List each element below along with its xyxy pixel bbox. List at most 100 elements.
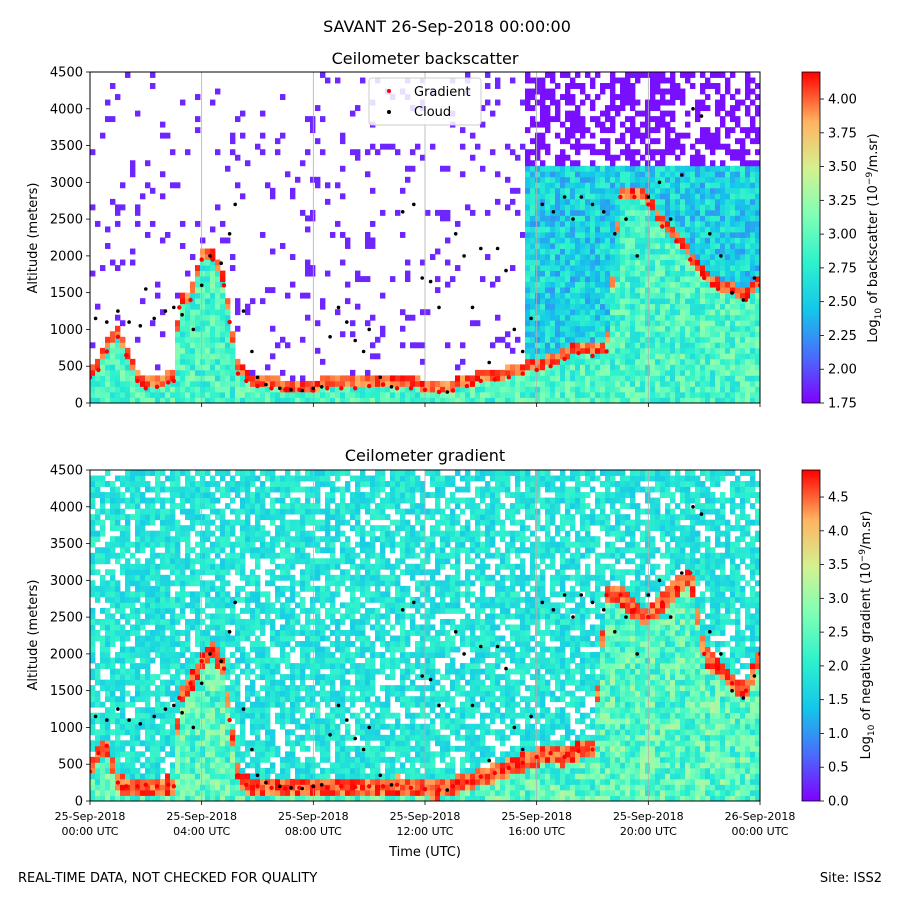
y-tick-label: 500 [58, 758, 83, 773]
cloud-point [437, 704, 441, 708]
cloud-point [462, 254, 466, 258]
cloud-point [337, 704, 341, 708]
cloud-point [691, 107, 695, 111]
cloud-point [552, 210, 556, 214]
colorbar-tick-label: 2.25 [828, 329, 857, 344]
cloud-point [504, 667, 508, 671]
gradient-point [381, 382, 385, 386]
cloud-point [420, 276, 424, 280]
gradient-point [124, 784, 128, 788]
cloud-point [429, 678, 433, 682]
y-tick-label: 0 [75, 397, 83, 412]
cloud-point [390, 385, 394, 389]
gradient-point [702, 652, 706, 656]
gradient-point [283, 388, 287, 392]
colorbar-tick-label: 1.0 [828, 727, 849, 742]
gradient-point [269, 786, 273, 790]
cloud-point [289, 786, 293, 790]
cloud-point [541, 601, 545, 605]
cloud-point [228, 630, 232, 634]
cloud-point [172, 306, 176, 310]
top-colorbar-label: Log10 of backscatter (10−9/m.sr) [865, 133, 884, 342]
cloud-point [233, 203, 237, 207]
cloud-point [320, 385, 324, 389]
gradient-point [105, 744, 109, 748]
gradient-point [395, 783, 399, 787]
cloud-point [144, 287, 148, 291]
cloud-point [116, 707, 120, 711]
cloud-point [742, 696, 746, 700]
colorbar-tick-label: 2.50 [828, 295, 857, 310]
gradient-point [646, 202, 650, 206]
gradient-point [716, 287, 720, 291]
cloud-point [390, 783, 394, 787]
cloud-point [647, 593, 651, 597]
gradient-point [548, 364, 552, 368]
cloud-point [742, 298, 746, 302]
top-x-axis [90, 403, 760, 407]
bottom-colorbar-label: Log10 of negative gradient (10−9/m.sr) [858, 511, 877, 760]
gradient-point [646, 615, 650, 619]
colorbar-tick-label: 3.0 [828, 592, 849, 607]
cloud-point [454, 232, 458, 236]
cloud-point [105, 718, 109, 722]
gradient-point [116, 780, 120, 784]
bottom-colorbar [802, 470, 820, 801]
x-tick-time: 00:00 UTC [61, 825, 118, 838]
cloud-point [242, 309, 246, 313]
y-tick-label: 2000 [50, 249, 83, 264]
cloud-point [571, 615, 575, 619]
gradient-point [660, 224, 664, 228]
cloud-point [602, 210, 606, 214]
cloud-point [219, 261, 223, 265]
cloud-point [571, 217, 575, 221]
cloud-point [264, 383, 268, 387]
gradient-point [674, 586, 678, 590]
cloud-point [337, 306, 341, 310]
cloud-point [563, 593, 567, 597]
y-tick-label: 500 [58, 360, 83, 375]
cloud-point [94, 317, 98, 321]
cloud-point [471, 306, 475, 310]
colorbar-tick-label: 2.75 [828, 261, 857, 276]
cloud-point [353, 737, 357, 741]
gradient-point [116, 335, 120, 339]
cloud-point [152, 715, 156, 719]
colorbar-tick-label: 2.00 [828, 363, 857, 378]
gradient-point [244, 379, 248, 383]
cloud-point [139, 324, 143, 328]
cloud-point [208, 254, 212, 258]
cloud-point [521, 748, 525, 752]
y-tick-label: 4500 [50, 66, 83, 81]
cloud-point [719, 254, 723, 258]
gradient-point [367, 384, 371, 388]
x-tick-time: 12:00 UTC [396, 825, 453, 838]
gradient-point [211, 648, 215, 652]
cloud-point [529, 715, 533, 719]
gradient-point [325, 786, 329, 790]
x-tick-time: 00:00 UTC [731, 825, 788, 838]
cloud-point [367, 328, 371, 332]
cloud-point [412, 203, 416, 207]
cloud-point [658, 181, 662, 185]
gradient-point [702, 276, 706, 280]
gradient-point [177, 305, 181, 309]
cloud-point [379, 774, 383, 778]
cloud-point [613, 630, 617, 634]
gradient-point [222, 283, 226, 287]
cloud-point [691, 505, 695, 509]
y-tick-label: 0 [75, 795, 83, 810]
gradient-point [535, 368, 539, 372]
gradient-point [339, 784, 343, 788]
top-chart-title: Ceilometer backscatter [332, 49, 519, 68]
gradient-point [437, 788, 441, 792]
gradient-point [211, 257, 215, 261]
cloud-point [180, 711, 184, 715]
y-tick-label: 3500 [50, 537, 83, 552]
cloud-point [487, 361, 491, 365]
gradient-point [423, 787, 427, 791]
cloud-point [580, 593, 584, 597]
cloud-point [320, 783, 324, 787]
gradient-point [269, 386, 273, 390]
